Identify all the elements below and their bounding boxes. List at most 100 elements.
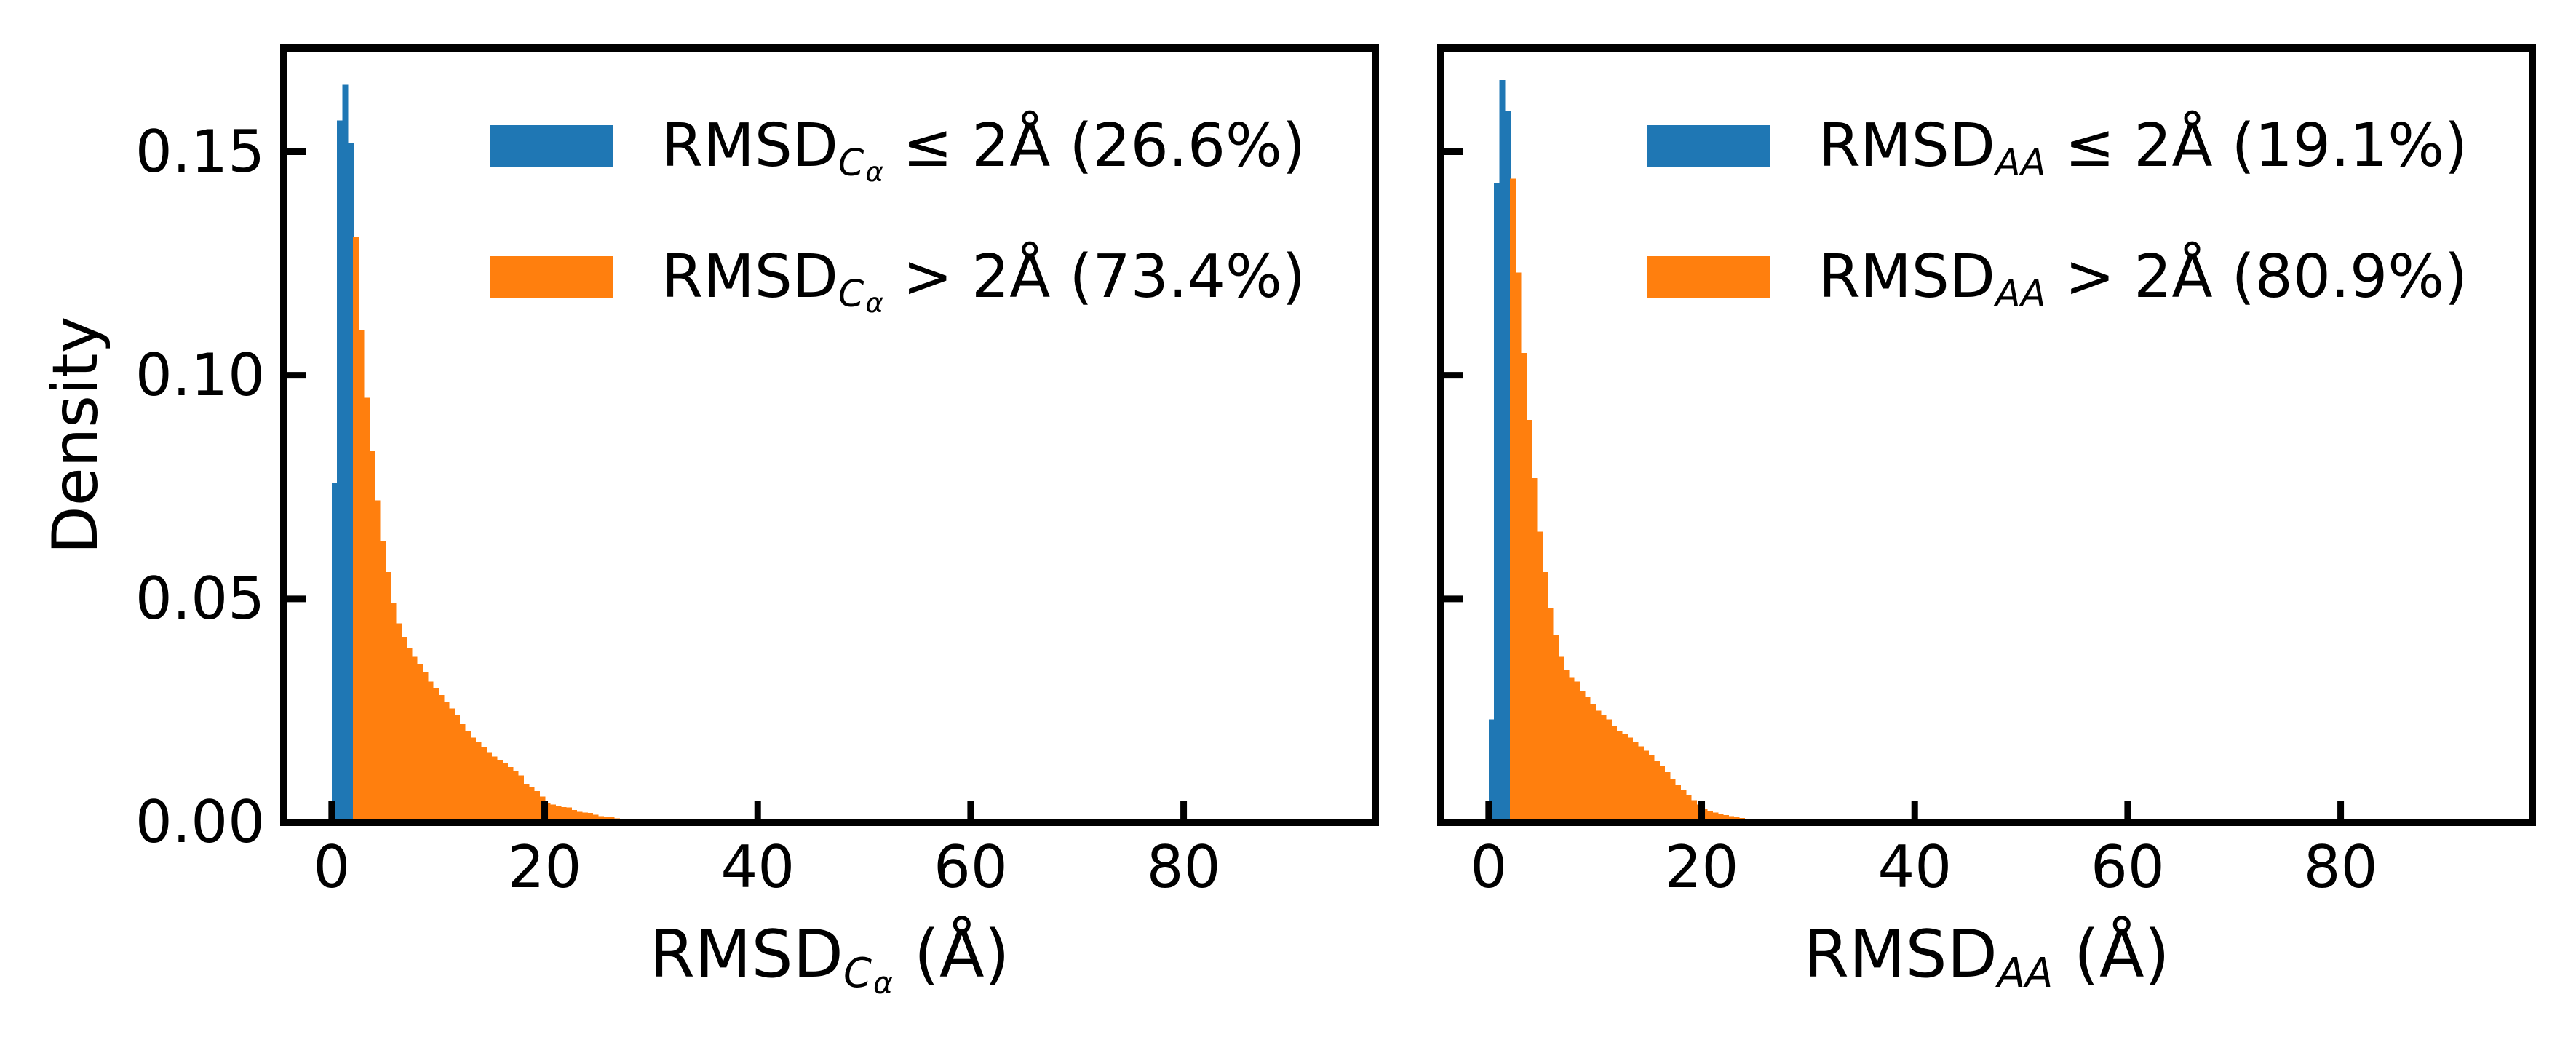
histogram-bar <box>1568 677 1575 822</box>
histogram-bar <box>502 763 509 822</box>
histogram-bar <box>1643 750 1650 822</box>
histogram-bar <box>587 813 594 822</box>
histogram-bar <box>1605 719 1612 822</box>
y-axis-label: Density <box>39 316 112 555</box>
legend-label-subscript: C <box>838 140 864 184</box>
legend-label: RMSDAA > 2Å (80.9%) <box>1818 245 2468 314</box>
histogram-bar <box>1499 80 1506 822</box>
histogram-bar <box>496 760 503 822</box>
legend-item: RMSDCα > 2Å (73.4%) <box>490 242 1305 318</box>
y-tick-label: 0.15 <box>135 117 265 186</box>
histogram-bar <box>1690 800 1697 822</box>
histogram-bar <box>363 397 370 822</box>
histogram-bar <box>406 648 413 822</box>
histogram-bar <box>1595 710 1602 822</box>
x-tick-label: 60 <box>933 833 1008 901</box>
histogram-bar <box>1669 778 1676 822</box>
x-axis-label-text: RMSD <box>649 916 843 993</box>
legend-label-subsubscript: α <box>865 155 884 188</box>
histogram-bar <box>1558 656 1565 822</box>
x-axis-label-aa: RMSDAA (Å) <box>1441 917 2532 997</box>
histogram-bar <box>533 791 540 822</box>
histogram-bar <box>347 143 354 822</box>
histogram-bar <box>1712 812 1719 822</box>
histogram-bar <box>518 775 525 822</box>
histogram-bar <box>353 237 359 822</box>
histogram-bar <box>1632 742 1639 822</box>
histogram-bar <box>401 637 408 822</box>
histogram-bar <box>427 681 434 822</box>
legend-label: RMSDAA ≤ 2Å (19.1%) <box>1818 111 2468 183</box>
histogram-bar <box>411 656 418 822</box>
legend-label: RMSDCα > 2Å (73.4%) <box>661 242 1305 318</box>
histogram-bar <box>470 737 477 822</box>
histogram-bar <box>1579 690 1586 822</box>
histogram-bar <box>416 663 423 822</box>
histogram-bar <box>1531 478 1538 822</box>
legend-swatch-orange <box>1647 256 1770 299</box>
histogram-bar <box>369 451 375 822</box>
axes-spines <box>280 44 1379 826</box>
histogram-bar <box>523 784 530 822</box>
histogram-bar <box>576 811 583 822</box>
legend-swatch-blue <box>1647 125 1770 168</box>
histogram-bar <box>1653 761 1660 822</box>
histogram-bar <box>1627 737 1634 822</box>
histogram-bar <box>1520 353 1527 822</box>
legend-label-value: > 2Å (73.4%) <box>883 242 1305 312</box>
histogram-bar <box>1542 572 1549 822</box>
histogram-bar <box>1552 635 1559 822</box>
histogram-bar <box>1717 814 1724 822</box>
x-tick-label: 80 <box>2303 833 2378 901</box>
histogram-bar <box>480 747 487 822</box>
histogram-bar <box>1706 811 1713 822</box>
histogram-bar <box>555 806 562 822</box>
legend-ca: RMSDCα ≤ 2Å (26.6%) RMSDCα > 2Å (73.4%) <box>490 111 1305 318</box>
legend-label-text: RMSD <box>1818 111 1995 180</box>
histogram-bar <box>379 541 386 822</box>
histogram-bar <box>1573 681 1580 822</box>
histogram-bar <box>1621 734 1628 822</box>
x-tick-label: 40 <box>720 833 795 901</box>
legend-label: RMSDCα ≤ 2Å (26.6%) <box>661 111 1305 186</box>
histogram-bar <box>1675 784 1682 822</box>
histogram-bar <box>1616 731 1623 822</box>
histogram-bar <box>1648 755 1655 822</box>
histogram-bar <box>565 807 572 822</box>
histogram-bar <box>1611 726 1618 822</box>
y-tick-label: 0.05 <box>135 564 265 632</box>
histogram-bar <box>464 731 471 822</box>
histogram-bar <box>459 723 466 822</box>
legend-swatch-blue <box>490 125 613 168</box>
histogram-bar <box>512 771 519 822</box>
legend-label-subscript: AA <box>1995 271 2046 315</box>
histogram-bar <box>385 572 391 822</box>
histogram-bar <box>443 702 450 822</box>
legend-label-subscript: AA <box>1995 140 2046 184</box>
legend-item: RMSDAA > 2Å (80.9%) <box>1647 245 2468 314</box>
legend-label-text: RMSD <box>661 111 838 180</box>
histogram-bar <box>432 688 439 822</box>
histogram-bar <box>1637 746 1644 822</box>
histogram-bar <box>438 694 445 822</box>
histogram-bar <box>374 500 381 822</box>
histogram-bar <box>486 752 493 822</box>
legend-item: RMSDAA ≤ 2Å (19.1%) <box>1647 111 2468 183</box>
x-axis-label-subsubscript: α <box>872 965 894 1001</box>
histogram-bar <box>331 483 338 822</box>
histogram-bar <box>454 715 461 822</box>
histogram-bar <box>395 623 402 822</box>
histogram-bar <box>342 84 349 822</box>
x-tick-label: 20 <box>1664 833 1739 901</box>
histogram-bar <box>581 812 588 822</box>
legend-label-value: ≤ 2Å (19.1%) <box>2046 111 2468 180</box>
histogram-bar <box>1536 531 1543 822</box>
histogram-bar <box>1563 670 1570 822</box>
histogram-bar <box>358 330 365 822</box>
x-axis-label-subscript: AA <box>1997 949 2054 997</box>
histogram-bar <box>491 756 498 822</box>
histogram-bar <box>592 814 599 822</box>
x-tick-label: 20 <box>507 833 582 901</box>
